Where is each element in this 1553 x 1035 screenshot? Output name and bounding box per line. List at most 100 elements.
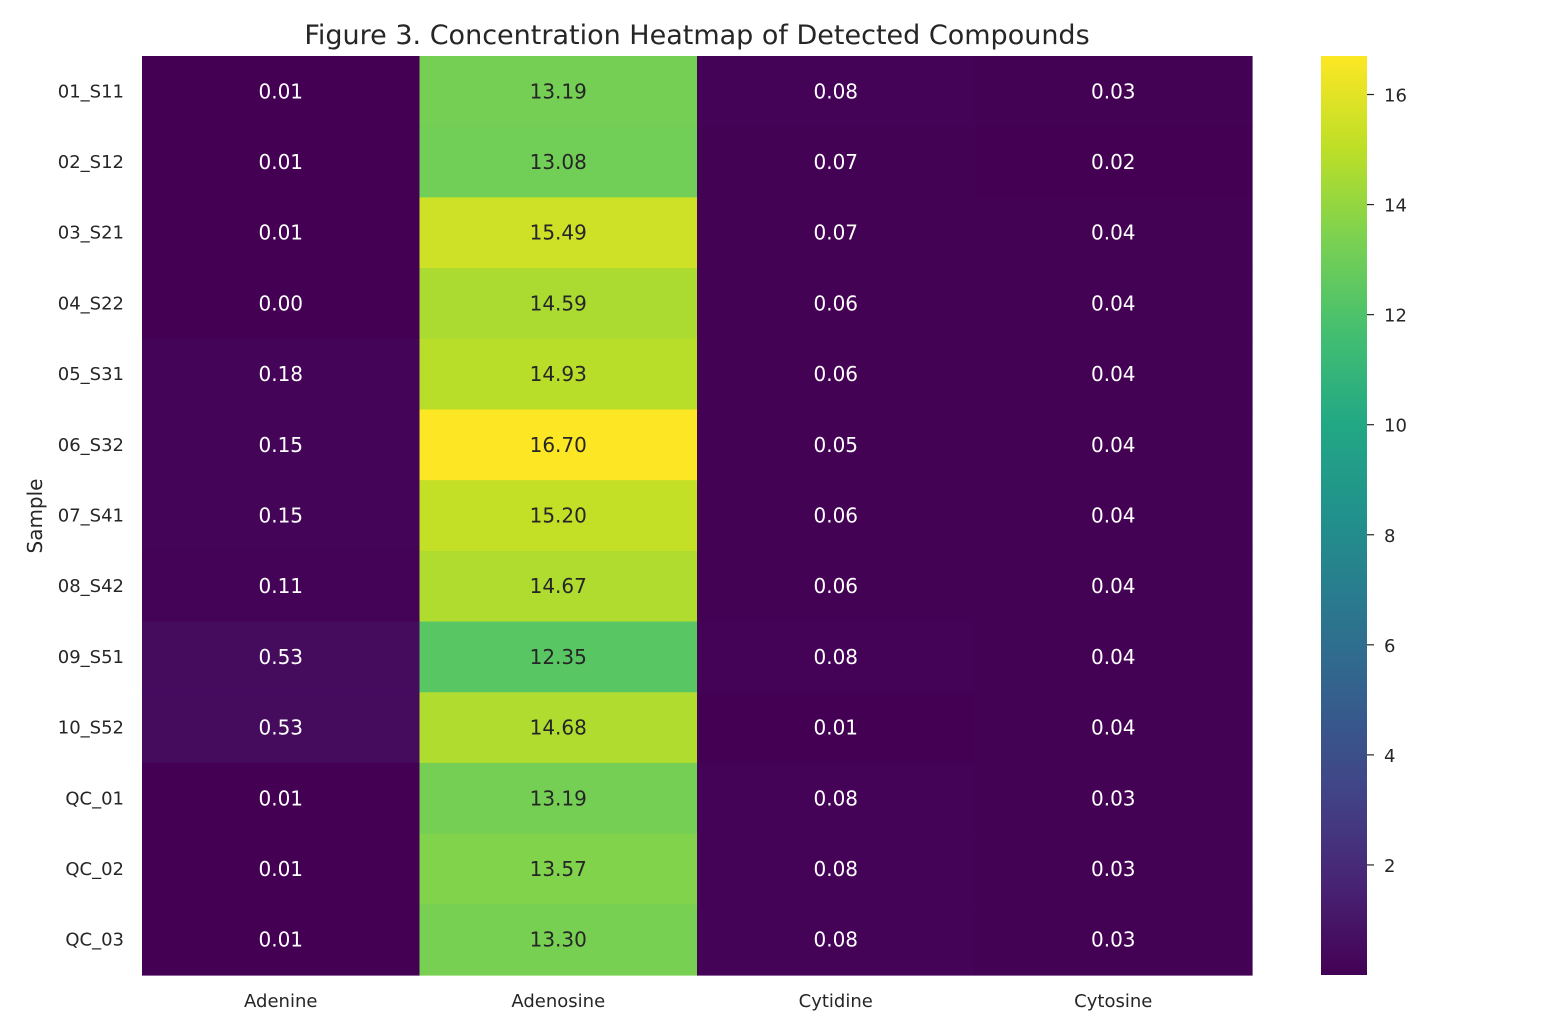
heatmap-cell	[419, 338, 698, 411]
cell-value-label: 0.01	[258, 150, 303, 174]
cell-value-label: 0.04	[1091, 574, 1136, 598]
colorbar-ticks: 2 4 6 8 10 12 14 16	[1367, 86, 1407, 877]
heatmap-cell	[697, 409, 976, 481]
cell-value-label: 13.08	[530, 150, 587, 174]
row-tick-label: 04_S22	[58, 293, 124, 314]
cell-value-label: 0.08	[813, 645, 858, 669]
colorbar	[1321, 56, 1367, 975]
cell-value-label: 0.07	[813, 150, 858, 174]
colorbar-tick-label: 6	[1384, 636, 1395, 657]
heatmap-cell	[142, 833, 421, 905]
cell-value-label: 0.00	[258, 291, 303, 315]
row-tick-label: 03_S21	[58, 223, 124, 244]
cell-value-label: 0.02	[1091, 150, 1136, 174]
cell-value-label: 13.19	[530, 79, 587, 103]
row-tick-label: 10_S52	[58, 718, 124, 739]
row-tick-label: QC_01	[65, 788, 124, 809]
cell-value-label: 0.05	[813, 433, 858, 457]
cell-value-label: 0.11	[258, 574, 303, 598]
colorbar-tick-label: 8	[1384, 526, 1395, 547]
cell-value-label: 13.19	[530, 786, 587, 810]
row-tick-label: 02_S12	[58, 152, 124, 173]
heatmap-cell	[697, 126, 976, 198]
heatmap-cell	[142, 268, 421, 340]
heatmap-cell	[974, 338, 1253, 411]
cell-value-label: 16.70	[530, 433, 587, 457]
cell-value-label: 0.04	[1091, 645, 1136, 669]
heatmap-cell	[142, 550, 421, 623]
cell-value-label: 0.08	[813, 79, 858, 103]
column-tick-label: Cytosine	[1074, 991, 1152, 1012]
heatmap-cell	[142, 409, 421, 481]
cell-value-label: 14.67	[530, 574, 587, 598]
heatmap-cell	[419, 480, 698, 552]
cell-value-label: 0.04	[1091, 291, 1136, 315]
cell-value-label: 0.06	[813, 362, 858, 386]
cell-value-label: 0.04	[1091, 504, 1136, 528]
column-tick-label: Cytidine	[799, 991, 873, 1012]
cell-value-label: 0.01	[258, 786, 303, 810]
column-tick-labels: Adenine Adenosine Cytidine Cytosine	[244, 991, 1152, 1012]
heatmap-cell	[419, 56, 698, 128]
cell-value-label: 15.49	[530, 221, 587, 245]
heatmap-cell-labels: 0.01 13.19 0.08 0.03 0.01 13.08 0.07 0.02 0.01 15…	[258, 79, 1135, 951]
heatmap-cell	[419, 621, 698, 693]
heatmap-cell	[697, 762, 976, 835]
heatmap-cell	[419, 762, 698, 835]
heatmap-cell	[974, 126, 1253, 198]
heatmap-cell	[142, 762, 421, 835]
heatmap-cell	[697, 56, 976, 128]
heatmap-cell	[142, 692, 421, 764]
heatmap-cell	[142, 338, 421, 411]
heatmap-cell	[974, 762, 1253, 835]
cell-value-label: 0.53	[258, 716, 303, 740]
cell-value-label: 0.01	[258, 79, 303, 103]
cell-value-label: 0.03	[1091, 857, 1136, 881]
row-tick-label: 06_S32	[58, 435, 124, 456]
cell-value-label: 0.03	[1091, 79, 1136, 103]
cell-value-label: 0.08	[813, 857, 858, 881]
colorbar-tick-label: 16	[1384, 86, 1407, 107]
row-tick-label: 05_S31	[58, 364, 124, 385]
row-tick-labels: 01_S11 02_S12 03_S21 04_S22 05_S31 06_S32 07_S…	[58, 81, 124, 950]
heatmap-cell	[697, 338, 976, 411]
heatmap-cell	[697, 480, 976, 552]
row-tick-label: 01_S11	[58, 81, 124, 102]
cell-value-label: 15.20	[530, 504, 587, 528]
heatmap-cell	[974, 833, 1253, 905]
heatmap-cell	[974, 550, 1253, 623]
row-tick-label: 08_S42	[58, 576, 124, 597]
heatmap-cell	[142, 480, 421, 552]
heatmap-cell	[419, 268, 698, 340]
colorbar-tick-label: 14	[1384, 196, 1407, 217]
heatmap-cell	[974, 56, 1253, 128]
heatmap-cell	[419, 197, 698, 269]
heatmap-cell	[697, 833, 976, 905]
y-axis-label: Sample	[23, 479, 47, 554]
column-tick-label: Adenine	[244, 991, 317, 1012]
heatmap-cell	[697, 197, 976, 269]
colorbar-tick-label: 2	[1384, 856, 1395, 877]
cell-value-label: 14.59	[530, 291, 587, 315]
cell-value-label: 0.04	[1091, 362, 1136, 386]
column-tick-label: Adenosine	[511, 991, 605, 1012]
heatmap-cell	[974, 904, 1253, 976]
heatmap-cell	[142, 56, 421, 128]
heatmap-cell	[697, 692, 976, 764]
heatmap-cell	[974, 197, 1253, 269]
cell-value-label: 0.07	[813, 221, 858, 245]
row-tick-label: QC_03	[65, 930, 124, 951]
cell-value-label: 0.06	[813, 574, 858, 598]
heatmap-cell	[697, 268, 976, 340]
cell-value-label: 0.18	[258, 362, 303, 386]
cell-value-label: 14.93	[530, 362, 587, 386]
cell-value-label: 0.15	[258, 504, 303, 528]
cell-value-label: 0.01	[258, 857, 303, 881]
chart-title: Figure 3. Concentration Heatmap of Detec…	[304, 20, 1089, 51]
heatmap-cell	[697, 904, 976, 976]
heatmap-cell	[142, 621, 421, 693]
heatmap-cell	[142, 126, 421, 198]
cell-value-label: 13.30	[530, 928, 587, 952]
heatmap-cell	[419, 126, 698, 198]
